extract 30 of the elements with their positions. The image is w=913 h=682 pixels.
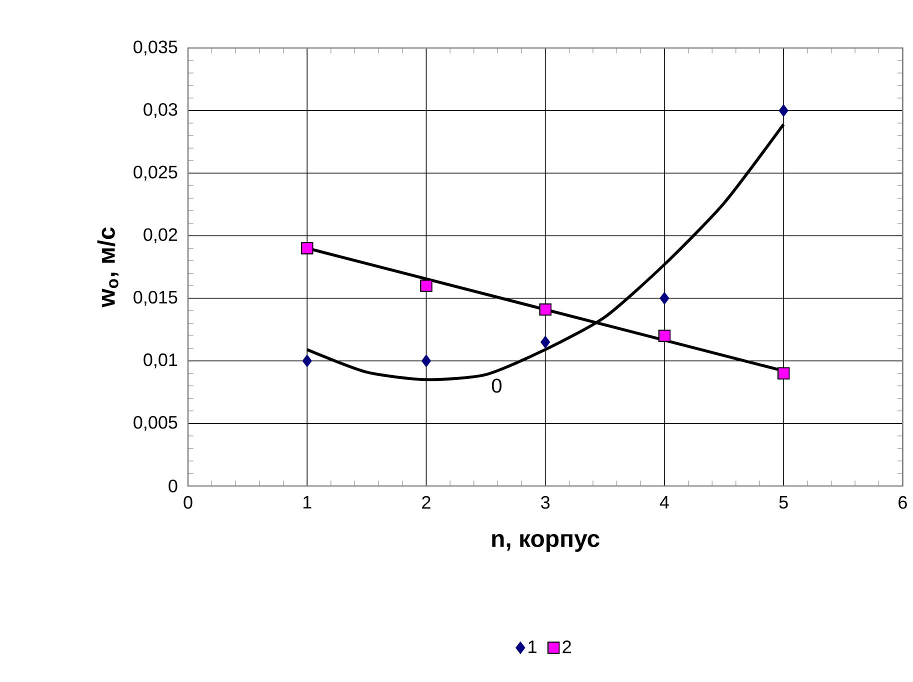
x-tick-label: 4	[660, 496, 669, 508]
point	[300, 242, 314, 254]
point	[421, 354, 431, 367]
point	[539, 303, 552, 316]
y-tick-label: 0,015	[134, 290, 178, 306]
point	[658, 330, 671, 342]
point	[302, 354, 312, 367]
legend-label: 2	[562, 640, 571, 654]
point	[777, 367, 790, 380]
x-tick-label: 2	[422, 496, 430, 509]
point	[778, 104, 788, 117]
y-tick-label: 0,02	[144, 228, 178, 244]
point	[660, 292, 670, 304]
y-tick-label: 0,01	[144, 353, 178, 368]
point	[540, 336, 550, 348]
y-axis-title: w$_{o}$, м/с	[97, 227, 118, 308]
x-tick-label: 1	[303, 496, 312, 508]
x-tick-label: 3	[541, 496, 550, 509]
x-tick-label: 0	[184, 496, 192, 509]
annotation: 0	[492, 378, 502, 393]
y-tick-label: 0,025	[134, 166, 178, 181]
x-tick-label: 6	[898, 496, 907, 509]
y-tick-label: 0,03	[144, 103, 178, 118]
legend-label: 1	[528, 640, 536, 653]
x-axis-title: n, корпус	[492, 534, 600, 552]
y-tick-label: 0,035	[134, 40, 178, 56]
y-tick-label: 0,005	[134, 416, 178, 431]
y-tick-label: 0	[168, 480, 178, 492]
point	[420, 280, 432, 292]
x-tick-label: 5	[779, 496, 788, 509]
